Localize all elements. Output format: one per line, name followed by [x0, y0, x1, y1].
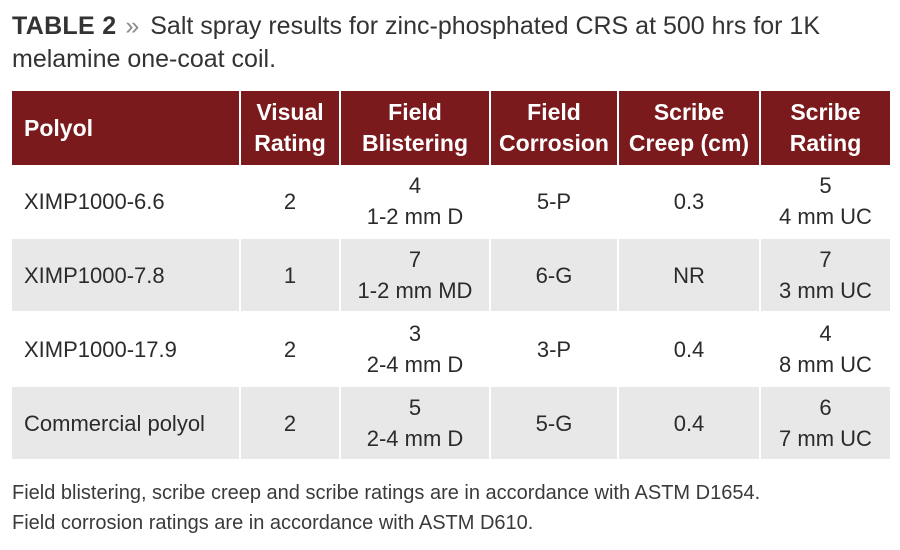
cell-polyol: XIMP1000-17.9	[12, 312, 241, 386]
cell-visual-rating: 1	[240, 238, 341, 312]
cell-scribe-rating: 4 8 mm UC	[779, 321, 872, 377]
table-caption: TABLE 2 » Salt spray results for zinc-ph…	[12, 10, 888, 76]
cell-field-blistering: 3 2-4 mm D	[340, 312, 491, 386]
cell-field-blistering: 5 2-4 mm D	[340, 386, 491, 460]
cell-scribe-rating: 5 4 mm UC	[779, 173, 872, 229]
table-row: XIMP1000-17.9 2 3 2-4 mm D 3-P 0.4 4 8 m…	[12, 312, 890, 386]
cell-field-corrosion: 5-P	[490, 165, 619, 238]
cell-field-corrosion: 6-G	[490, 238, 619, 312]
cell-polyol: XIMP1000-6.6	[12, 165, 241, 238]
cell-visual-rating: 2	[240, 165, 341, 238]
table-label: TABLE 2	[12, 12, 117, 40]
cell-scribe-creep: NR	[618, 238, 761, 312]
caption-text: Salt spray results for zinc-phosphated C…	[12, 12, 820, 73]
cell-field-corrosion: 3-P	[490, 312, 619, 386]
results-table: Polyol Visual Rating Field Blistering Fi…	[12, 91, 890, 461]
cell-field-blistering: 7 1-2 mm MD	[340, 238, 491, 312]
cell-scribe-creep: 0.4	[618, 312, 761, 386]
header-polyol: Polyol	[12, 91, 241, 165]
cell-polyol: Commercial polyol	[12, 386, 241, 460]
cell-field-corrosion: 5-G	[490, 386, 619, 460]
cell-field-blistering: 4 1-2 mm D	[340, 165, 491, 238]
footnote-line-2: Field corrosion ratings are in accordanc…	[12, 512, 534, 534]
cell-visual-rating: 2	[240, 312, 341, 386]
header-field-corrosion: Field Corrosion	[490, 91, 619, 165]
footnote-line-1: Field blistering, scribe creep and scrib…	[12, 482, 761, 504]
chevron-icon: »	[125, 12, 140, 40]
table-footnote: Field blistering, scribe creep and scrib…	[12, 478, 892, 538]
table-row: XIMP1000-7.8 1 7 1-2 mm MD 6-G NR 7 3 mm…	[12, 238, 890, 312]
cell-scribe-rating: 6 7 mm UC	[760, 386, 890, 460]
cell-scribe-rating: 7 3 mm UC	[760, 238, 890, 312]
header-scribe-creep: Scribe Creep (cm)	[618, 91, 761, 165]
cell-polyol: XIMP1000-7.8	[12, 238, 241, 312]
header-row: Polyol Visual Rating Field Blistering Fi…	[12, 91, 890, 165]
cell-scribe-creep: 0.4	[618, 386, 761, 460]
cell-visual-rating: 2	[240, 386, 341, 460]
header-scribe-rating: Scribe Rating	[760, 91, 890, 165]
cell-scribe-creep: 0.3	[618, 165, 761, 238]
table-row: Commercial polyol 2 5 2-4 mm D 5-G 0.4 6…	[12, 386, 890, 460]
table-row: XIMP1000-6.6 2 4 1-2 mm D 5-P 0.3 5 4 mm…	[12, 165, 890, 238]
header-field-blistering: Field Blistering	[340, 91, 491, 165]
header-visual-rating: Visual Rating	[240, 91, 341, 165]
